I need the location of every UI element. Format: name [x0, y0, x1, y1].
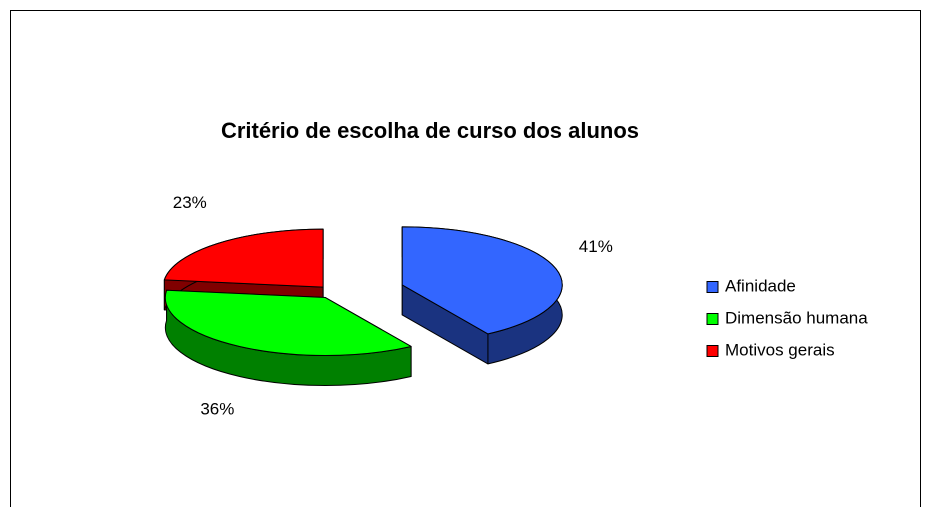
- data-label: 41%: [579, 237, 613, 256]
- slice: [164, 289, 412, 357]
- legend-label: Afinidade: [725, 276, 796, 295]
- chart-title: Critério de escolha de curso dos alunos: [221, 118, 639, 143]
- legend-swatch: [706, 345, 719, 357]
- legend-swatch: [706, 281, 719, 293]
- legend-label: Motivos gerais: [725, 340, 835, 359]
- data-label: 23%: [173, 193, 207, 212]
- legend-swatch: [706, 313, 719, 325]
- data-label: 36%: [200, 400, 234, 419]
- slice: [401, 226, 563, 335]
- legend-label: Dimensão humana: [725, 308, 868, 327]
- slice: [163, 228, 324, 288]
- chart-frame: [10, 10, 921, 507]
